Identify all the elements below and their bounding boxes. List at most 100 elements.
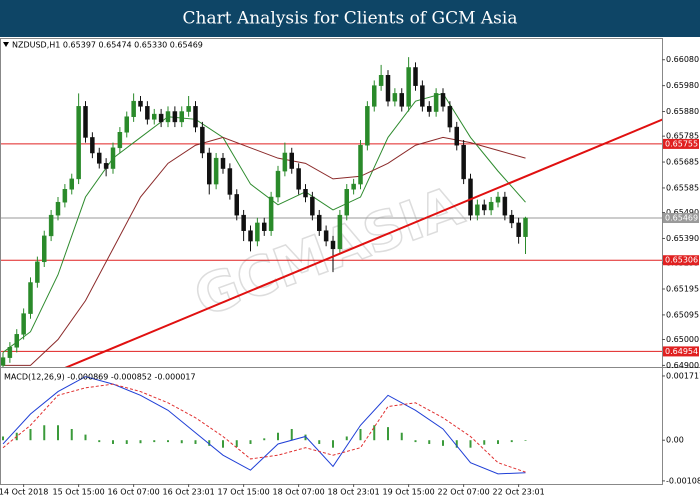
- y-tick-label: 0.65585: [666, 183, 699, 192]
- price-plot: [1, 57, 662, 367]
- candle-body: [289, 152, 294, 169]
- candle-body: [90, 137, 95, 154]
- title-bar: [0, 0, 700, 37]
- candle-body: [28, 282, 33, 314]
- candle-body: [275, 170, 281, 198]
- y-tick-label: 0.66080: [666, 55, 699, 64]
- macd-histogram-bar: [112, 440, 114, 444]
- macd-histogram-bar: [483, 440, 486, 445]
- candle-body: [330, 240, 336, 250]
- watermark: GCMASIA: [186, 174, 471, 329]
- candle-body: [516, 222, 521, 237]
- macd-histogram-bar: [194, 440, 197, 444]
- price-level-label: 0.65755: [665, 139, 698, 148]
- candle-body: [468, 178, 473, 216]
- candle-body: [152, 113, 157, 120]
- candle-body: [420, 85, 425, 107]
- macd-histogram-bar: [235, 440, 238, 447]
- macd-line: [2, 383, 526, 473]
- candle-body: [138, 100, 143, 107]
- macd-histogram-bar: [455, 440, 458, 448]
- candle-body: [158, 113, 164, 123]
- candle-body: [110, 147, 116, 169]
- candle-body: [97, 152, 102, 164]
- y-tick-label: 0.65390: [666, 234, 699, 243]
- candle-body: [55, 201, 61, 216]
- candle-body: [69, 178, 74, 190]
- candle-body: [172, 111, 178, 123]
- plot-frame: [0, 38, 663, 485]
- candle-body: [193, 106, 198, 128]
- macd-histogram-bar: [510, 440, 513, 443]
- candle-body: [213, 157, 219, 185]
- candle-body: [234, 194, 239, 216]
- candle-body: [488, 201, 494, 211]
- candle-body: [454, 126, 459, 146]
- x-tick-label: 15 Oct 15:00: [53, 488, 105, 497]
- y-tick-label: 0.65095: [666, 310, 699, 319]
- candle-body: [337, 214, 343, 250]
- macd-histogram-bar: [167, 440, 169, 443]
- macd-histogram-bar: [84, 434, 87, 441]
- candle-body: [179, 111, 184, 123]
- candle-body: [83, 106, 88, 138]
- macd-histogram-bar: [304, 434, 307, 441]
- header-arrow: [3, 42, 9, 47]
- candle-body: [248, 230, 253, 242]
- moving-average: [3, 136, 526, 366]
- candle-body: [282, 152, 288, 172]
- y-tick-label: 0.65880: [666, 107, 699, 116]
- macd-histogram-bar: [290, 428, 293, 441]
- macd-histogram-bar: [359, 428, 362, 441]
- price-level-label: 0.65306: [665, 256, 698, 265]
- plot-layer: [1, 57, 662, 475]
- macd-histogram-bar: [29, 428, 32, 441]
- candle-body: [427, 106, 432, 112]
- macd-histogram-bar: [98, 440, 101, 443]
- y-tick-label: 0.65685: [666, 158, 699, 167]
- candle-body: [21, 313, 26, 335]
- macd-histogram-bar: [277, 432, 279, 441]
- candle-body: [35, 261, 40, 283]
- macd-histogram-bar: [497, 440, 499, 444]
- candle-body: [344, 189, 349, 216]
- candle-body: [262, 222, 267, 231]
- candle-body: [124, 116, 129, 133]
- price-level-label: 0.64954: [665, 347, 698, 356]
- x-tick-label: 18 Oct 07:00: [273, 488, 325, 497]
- symbol-header: NZDUSD,H1 0.65397 0.65474 0.65330 0.6546…: [12, 41, 203, 50]
- macd-histogram-bar: [125, 440, 128, 444]
- candle-body: [7, 347, 13, 358]
- y-tick-label: 0.65195: [666, 284, 699, 293]
- candle-body: [351, 183, 356, 190]
- candle-body: [392, 93, 398, 102]
- candle-body: [14, 334, 19, 348]
- candle-body: [76, 106, 81, 180]
- candle-body: [461, 144, 466, 180]
- macd-histogram-bar: [208, 440, 211, 446]
- y-tick-label: 0.65000: [666, 335, 699, 344]
- macd-histogram-bar: [345, 436, 348, 441]
- candle-body: [365, 106, 370, 146]
- candle-body: [200, 126, 205, 154]
- macd-histogram-bar: [249, 440, 252, 444]
- y-tick-label: 0.00: [666, 436, 684, 445]
- macd-histogram-bar: [387, 427, 389, 441]
- macd-histogram-bar: [180, 440, 183, 444]
- candle-body: [502, 196, 508, 216]
- macd-histogram-bar: [469, 440, 472, 448]
- x-tick-label: 14 Oct 2018: [0, 488, 48, 497]
- macd-histogram-bar: [57, 425, 59, 441]
- trendline: [64, 118, 662, 367]
- candle-body: [523, 217, 528, 237]
- macd-histogram-bar: [414, 440, 417, 443]
- candle-body: [1, 357, 6, 366]
- y-tick-label: 0.65785: [666, 132, 699, 141]
- price-level-tag: [663, 213, 699, 224]
- x-tick-label: 18 Oct 23:01: [328, 488, 380, 497]
- candle-body: [385, 75, 391, 102]
- macd-plot: [2, 376, 527, 475]
- candle-body: [372, 85, 377, 107]
- candle-body: [255, 222, 260, 242]
